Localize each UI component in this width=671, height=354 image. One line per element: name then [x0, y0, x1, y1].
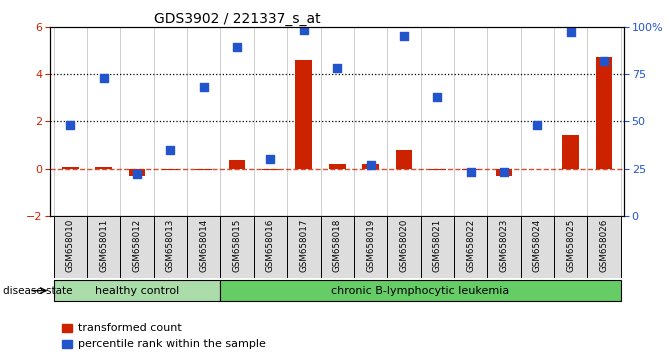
Point — [399, 33, 409, 39]
Text: GSM658018: GSM658018 — [333, 219, 342, 273]
Point — [331, 65, 342, 71]
Point — [132, 171, 142, 177]
Point — [565, 29, 576, 35]
Text: GSM658014: GSM658014 — [199, 219, 208, 272]
Bar — [221, 280, 621, 302]
Bar — [195, 169, 212, 170]
Point — [599, 58, 609, 63]
Bar — [162, 169, 178, 170]
Bar — [587, 216, 621, 278]
Bar — [487, 216, 521, 278]
Bar — [54, 280, 221, 302]
Point — [499, 170, 509, 175]
Text: GSM658010: GSM658010 — [66, 219, 75, 273]
Text: GSM658011: GSM658011 — [99, 219, 108, 272]
Text: GSM658017: GSM658017 — [299, 219, 308, 273]
Bar — [462, 169, 479, 170]
Bar — [321, 216, 354, 278]
Bar — [521, 216, 554, 278]
Bar — [295, 60, 312, 169]
Text: GSM658024: GSM658024 — [533, 219, 541, 272]
Bar — [387, 216, 421, 278]
Text: chronic B-lymphocytic leukemia: chronic B-lymphocytic leukemia — [331, 286, 510, 296]
Point — [65, 122, 76, 128]
Bar — [429, 169, 446, 170]
Bar — [62, 324, 72, 332]
Bar — [62, 340, 72, 348]
Text: disease state: disease state — [3, 286, 73, 296]
Bar — [187, 216, 221, 278]
Bar — [154, 216, 187, 278]
Bar — [62, 167, 79, 169]
Text: GSM658026: GSM658026 — [599, 219, 609, 272]
Bar — [254, 216, 287, 278]
Point — [365, 162, 376, 168]
Bar — [596, 57, 613, 169]
Bar — [496, 169, 512, 176]
Point — [99, 75, 109, 80]
Bar — [54, 216, 87, 278]
Bar — [421, 216, 454, 278]
Text: GDS3902 / 221337_s_at: GDS3902 / 221337_s_at — [154, 12, 320, 25]
Bar — [562, 136, 579, 169]
Bar — [95, 167, 112, 169]
Bar — [554, 216, 587, 278]
Text: GSM658020: GSM658020 — [399, 219, 409, 273]
Text: GSM658016: GSM658016 — [266, 219, 275, 272]
Text: GSM658023: GSM658023 — [499, 219, 509, 273]
Text: healthy control: healthy control — [95, 286, 179, 296]
Bar — [395, 150, 412, 169]
Text: GSM658012: GSM658012 — [133, 219, 142, 272]
Point — [265, 156, 276, 162]
Text: GSM658015: GSM658015 — [233, 219, 242, 273]
Bar — [329, 164, 346, 169]
Text: GSM658022: GSM658022 — [466, 219, 475, 272]
Point — [465, 170, 476, 175]
Text: GSM658021: GSM658021 — [433, 219, 442, 272]
Text: transformed count: transformed count — [78, 323, 182, 333]
Bar — [454, 216, 487, 278]
Bar — [221, 216, 254, 278]
Bar — [120, 216, 154, 278]
Bar — [262, 169, 279, 170]
Bar — [287, 216, 321, 278]
Bar — [354, 216, 387, 278]
Point — [165, 147, 176, 153]
Bar — [87, 216, 120, 278]
Bar — [129, 169, 146, 176]
Point — [432, 94, 443, 99]
Bar — [362, 164, 379, 169]
Text: percentile rank within the sample: percentile rank within the sample — [78, 339, 266, 349]
Bar — [229, 160, 246, 169]
Point — [231, 45, 242, 50]
Text: GSM658013: GSM658013 — [166, 219, 175, 273]
Point — [199, 84, 209, 90]
Text: GSM658025: GSM658025 — [566, 219, 575, 273]
Point — [299, 28, 309, 33]
Point — [532, 122, 543, 128]
Text: GSM658019: GSM658019 — [366, 219, 375, 272]
